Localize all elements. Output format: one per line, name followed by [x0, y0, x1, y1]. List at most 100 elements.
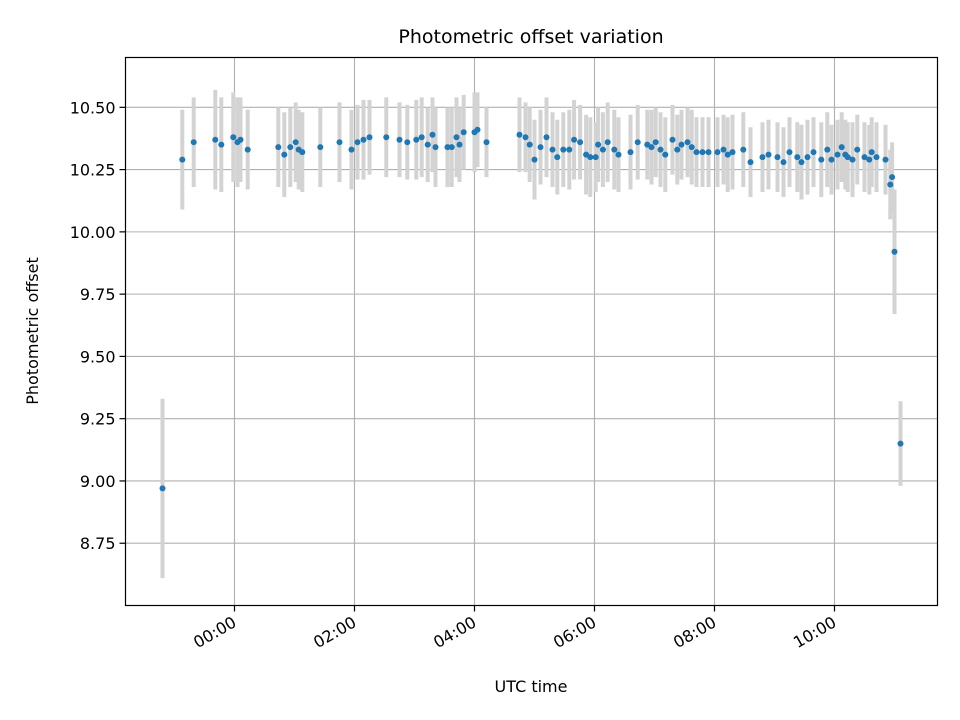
data-point — [549, 146, 556, 153]
data-point — [218, 141, 225, 148]
y-tick-label: 8.75 — [80, 534, 116, 553]
data-point — [336, 139, 343, 146]
data-point — [765, 151, 772, 158]
data-point — [159, 485, 166, 492]
data-point — [818, 156, 825, 163]
data-point — [413, 136, 420, 143]
x-axis-label: UTC time — [495, 677, 568, 696]
data-point — [604, 139, 611, 146]
data-point — [429, 131, 436, 138]
data-point — [804, 154, 811, 161]
data-point — [652, 139, 659, 146]
data-point — [571, 136, 578, 143]
data-point — [444, 144, 451, 151]
data-point — [674, 146, 681, 153]
data-point — [873, 154, 880, 161]
data-point — [566, 146, 573, 153]
data-point — [599, 146, 606, 153]
data-point — [595, 141, 602, 148]
data-point — [543, 134, 550, 141]
data-point — [275, 144, 282, 151]
data-point — [861, 154, 868, 161]
data-point — [882, 156, 889, 163]
data-point — [354, 139, 361, 146]
data-point — [348, 146, 355, 153]
data-point — [560, 146, 567, 153]
data-point — [688, 144, 695, 151]
data-point — [237, 136, 244, 143]
y-tick-label: 9.50 — [80, 347, 116, 366]
data-point — [460, 129, 467, 136]
data-point — [699, 149, 706, 156]
data-point — [317, 144, 324, 151]
data-point — [662, 151, 669, 158]
data-point — [740, 146, 747, 153]
data-point — [360, 136, 367, 143]
data-point — [648, 144, 655, 151]
data-point — [526, 141, 533, 148]
data-point — [657, 146, 664, 153]
data-point — [453, 134, 460, 141]
data-point — [404, 139, 411, 146]
data-point — [729, 149, 736, 156]
data-point — [897, 440, 904, 447]
data-point — [774, 154, 781, 161]
data-point — [456, 141, 463, 148]
data-point — [179, 156, 186, 163]
data-point — [794, 154, 801, 161]
data-point — [714, 149, 721, 156]
y-axis: 8.75 9.00 9.25 9.50 9.75 10.00 10.25 10.50 — [70, 98, 126, 553]
data-point — [844, 154, 851, 161]
data-point — [287, 144, 294, 151]
data-point — [432, 144, 439, 151]
data-point — [554, 154, 561, 161]
data-point — [366, 134, 373, 141]
data-point — [281, 151, 288, 158]
data-point — [627, 149, 634, 156]
data-point — [678, 141, 685, 148]
data-point — [418, 134, 425, 141]
data-point — [868, 149, 875, 156]
data-point — [824, 146, 831, 153]
data-point — [522, 134, 529, 141]
data-point — [577, 139, 584, 146]
data-point — [705, 149, 712, 156]
data-point — [474, 126, 481, 133]
data-point — [531, 156, 538, 163]
data-point — [724, 151, 731, 158]
data-point — [587, 154, 594, 161]
data-point — [838, 144, 845, 151]
data-point — [747, 159, 754, 166]
data-point — [684, 139, 691, 146]
data-point — [887, 181, 894, 188]
y-tick-label: 10.00 — [70, 223, 116, 242]
data-points — [159, 126, 904, 492]
data-point — [190, 139, 197, 146]
data-point — [537, 144, 544, 151]
data-point — [759, 154, 766, 161]
data-point — [891, 248, 898, 255]
data-point — [611, 146, 618, 153]
data-point — [786, 149, 793, 156]
data-point — [516, 131, 523, 138]
data-point — [634, 139, 641, 146]
y-tick-label: 10.50 — [70, 98, 116, 117]
data-point — [780, 159, 787, 166]
y-tick-label: 9.75 — [80, 285, 116, 304]
data-point — [299, 149, 306, 156]
plot-frame — [124, 56, 939, 607]
data-point — [834, 151, 841, 158]
data-point — [615, 151, 622, 158]
data-point — [448, 144, 455, 151]
data-point — [244, 146, 251, 153]
data-point — [889, 174, 896, 181]
data-point — [383, 134, 390, 141]
data-point — [592, 154, 599, 161]
y-tick-label: 9.00 — [80, 472, 116, 491]
data-point — [854, 146, 861, 153]
data-point — [828, 156, 835, 163]
data-point — [693, 149, 700, 156]
data-point — [424, 141, 431, 148]
data-point — [798, 159, 805, 166]
